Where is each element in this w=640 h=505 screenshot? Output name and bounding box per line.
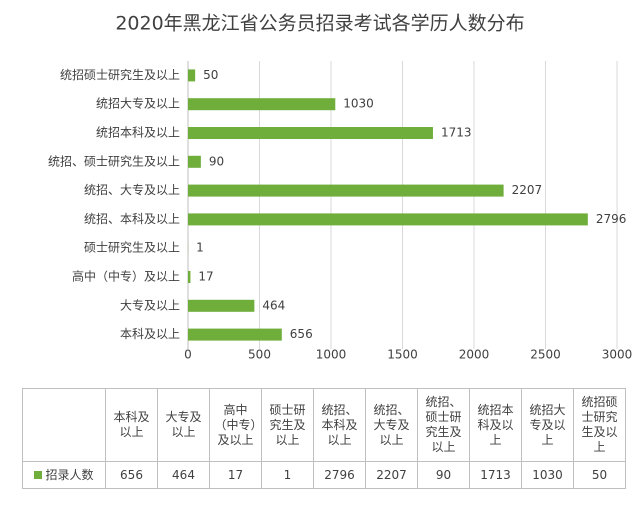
table-cell: 硕士研究生及以上 (261, 388, 314, 462)
data-label: 464 (262, 298, 285, 312)
data-label: 90 (209, 154, 224, 168)
table-cell: 统招、本科及以上 (313, 388, 366, 462)
x-tick-label: 3000 (602, 348, 633, 362)
table-cell: 2207 (365, 461, 418, 489)
table-cell (22, 388, 106, 462)
y-tick-label: 本科及以上 (120, 327, 180, 341)
bar (188, 271, 191, 283)
table-cell: 1 (261, 461, 314, 489)
table-cell: 统招硕士研究生及以上 (573, 388, 626, 462)
data-table: 本科及以上 大专及以上 高中（中专）及以上 硕士研究生及以上 统招、本科及以上 统招、大专… (22, 388, 626, 489)
table-cell: 656 (105, 461, 158, 489)
table-cell: 1713 (469, 461, 522, 489)
legend-swatch (34, 470, 43, 479)
table-cell: 高中（中专）及以上 (209, 388, 262, 462)
x-tick-label: 1500 (387, 348, 418, 362)
y-tick-label: 统招、本科及以上 (84, 212, 180, 226)
chart-title: 2020年黑龙江省公务员招录考试各学历人数分布 (115, 13, 524, 35)
x-tick-label: 2500 (530, 348, 561, 362)
y-tick-label: 统招本科及以上 (96, 126, 180, 140)
data-label: 656 (290, 327, 313, 341)
x-tick-label: 0 (184, 348, 192, 362)
y-tick-label: 统招大专及以上 (96, 96, 180, 111)
bar (188, 69, 196, 82)
y-tick-label: 统招、大专及以上 (84, 182, 180, 197)
table-cell: 统招大专及以上 (521, 388, 574, 462)
table-cell: 464 (157, 461, 210, 489)
bar (188, 98, 336, 111)
table-cell: 90 (417, 461, 470, 489)
x-tick-label: 2000 (459, 348, 490, 362)
table-cell: 1030 (521, 461, 574, 489)
table-cell: 统招、硕士研究生及以上 (417, 388, 470, 462)
table-cell: 本科及以上 (105, 388, 158, 462)
table-cell: 50 (573, 461, 626, 489)
data-label: 1030 (343, 97, 374, 111)
bar (188, 213, 588, 226)
y-tick-label: 统招、硕士研究生及以上 (48, 153, 180, 168)
table-cell: 17 (209, 461, 262, 489)
data-label: 2207 (512, 183, 543, 197)
table-cell: 2796 (313, 461, 366, 489)
bar (188, 127, 433, 139)
data-label: 2796 (596, 212, 627, 226)
bar (188, 328, 282, 341)
table-cell: 统招本科及以上 (469, 388, 522, 462)
table-row: 招录人数 656 464 17 1 2796 2207 90 1713 1030 50 (22, 461, 626, 489)
bar (188, 299, 255, 312)
table-cell: 大专及以上 (157, 388, 210, 462)
data-label: 17 (198, 270, 213, 284)
table-cell: 统招、大专及以上 (365, 388, 418, 462)
y-tick-label: 硕士研究生及以上 (84, 240, 180, 255)
bar (188, 184, 504, 197)
legend-label: 招录人数 (45, 467, 94, 482)
y-tick-label: 大专及以上 (120, 297, 180, 312)
x-tick-label: 1000 (316, 348, 347, 362)
bar (188, 155, 201, 168)
data-label: 50 (203, 68, 218, 82)
table-cell: 招录人数 (22, 461, 106, 489)
y-tick-label: 高中（中专）及以上 (72, 269, 180, 284)
data-label: 1713 (441, 126, 472, 140)
data-label: 1 (196, 241, 204, 255)
table-row: 本科及以上 大专及以上 高中（中专）及以上 硕士研究生及以上 统招、本科及以上 统招、大专… (22, 388, 626, 462)
x-tick-label: 500 (248, 348, 271, 362)
y-tick-label: 统招硕士研究生及以上 (60, 67, 180, 82)
